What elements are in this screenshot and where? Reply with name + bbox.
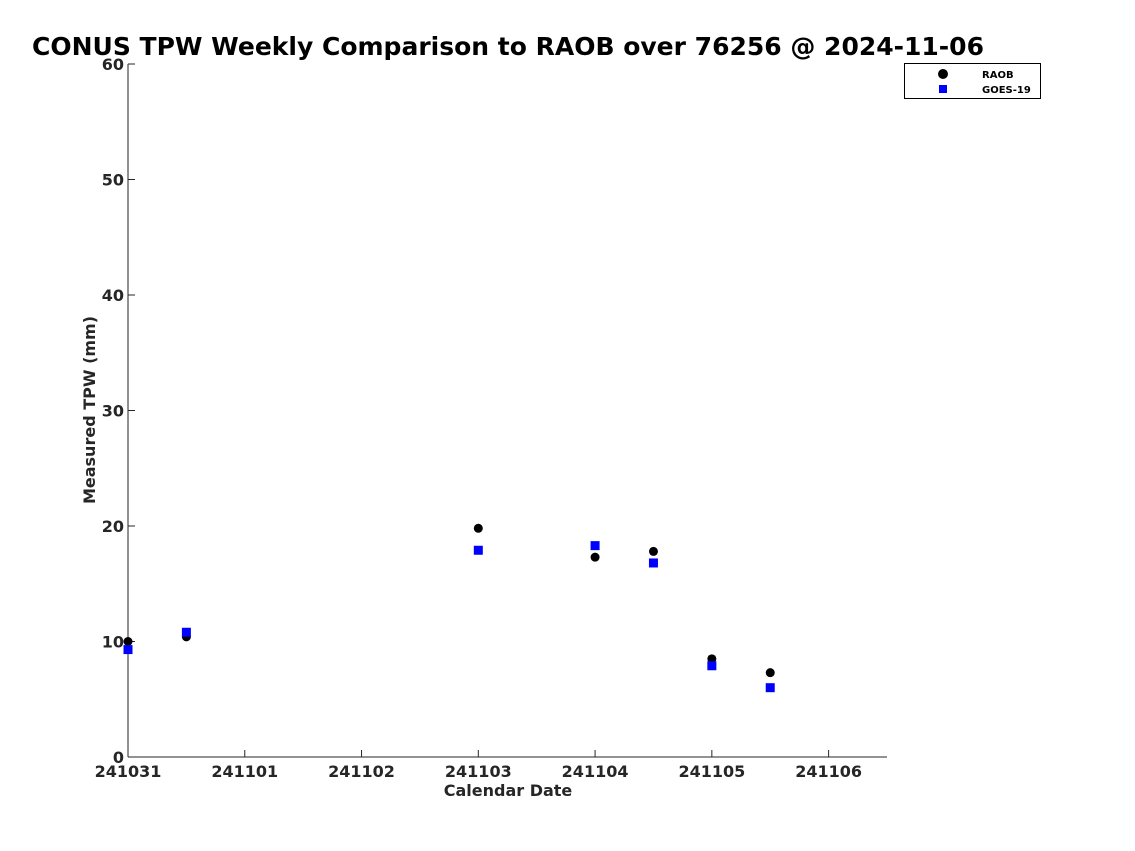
legend-label: GOES-19 bbox=[982, 85, 1031, 96]
legend-goes-marker bbox=[939, 85, 947, 93]
x-tick-label: 241101 bbox=[211, 762, 278, 781]
y-axis-ticks: 0 10 20 30 40 50 60 bbox=[102, 55, 135, 767]
raob-point bbox=[765, 668, 775, 678]
x-tick-label: 241105 bbox=[678, 762, 745, 781]
raob-point bbox=[123, 637, 133, 646]
series-raob bbox=[123, 523, 775, 678]
y-tick-label: 60 bbox=[102, 55, 124, 74]
x-tick-label: 241106 bbox=[795, 762, 862, 781]
x-tick-label: 241103 bbox=[445, 762, 512, 781]
goes-point bbox=[181, 627, 191, 637]
goes-point bbox=[473, 545, 483, 555]
goes-point bbox=[123, 645, 133, 655]
x-tick-label: 241104 bbox=[562, 762, 629, 781]
y-axis-label: Measured TPW (mm) bbox=[80, 316, 99, 504]
legend-label: RAOB bbox=[982, 70, 1014, 81]
plot-points bbox=[123, 523, 775, 693]
legend-box bbox=[904, 63, 1041, 99]
legend-raob-marker bbox=[938, 69, 948, 79]
y-tick-label: 50 bbox=[102, 171, 124, 190]
goes-point bbox=[765, 683, 775, 693]
legend: RAOB GOES-19 bbox=[904, 63, 1041, 99]
raob-point bbox=[590, 552, 600, 562]
x-tick-label: 241102 bbox=[328, 762, 395, 781]
y-tick-label: 20 bbox=[102, 517, 124, 536]
y-tick-label: 0 bbox=[113, 748, 124, 767]
chart-title: CONUS TPW Weekly Comparison to RAOB over… bbox=[32, 32, 984, 61]
series-goes-19 bbox=[123, 541, 775, 693]
x-tick-label: 241031 bbox=[95, 762, 162, 781]
y-tick-label: 40 bbox=[102, 286, 124, 305]
goes-point bbox=[590, 541, 600, 551]
x-axis-ticks: 241031 241101 241102 241103 241104 241105 2411… bbox=[95, 750, 862, 781]
raob-point bbox=[473, 523, 483, 533]
x-axis-label: Calendar Date bbox=[444, 781, 573, 800]
y-tick-label: 10 bbox=[102, 633, 124, 652]
raob-point bbox=[707, 654, 717, 664]
raob-point bbox=[648, 546, 658, 556]
y-tick-label: 30 bbox=[102, 402, 124, 421]
axes bbox=[127, 64, 887, 758]
goes-point bbox=[707, 661, 717, 671]
goes-point bbox=[648, 558, 658, 568]
